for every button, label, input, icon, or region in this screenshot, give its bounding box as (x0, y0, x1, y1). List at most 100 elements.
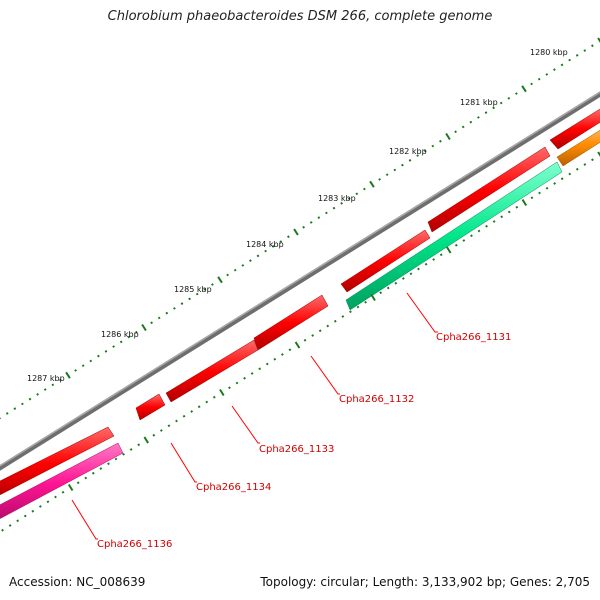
tick-label-1285: 1285 kbp (174, 285, 212, 294)
outer-minor-tick (195, 292, 199, 296)
leader-1133 (231, 405, 260, 444)
inner-minor-tick (538, 191, 541, 195)
outer-minor-tick (575, 53, 579, 57)
outer-minor-tick (173, 307, 176, 310)
reverse-strand (0, 124, 600, 524)
inner-minor-tick (454, 243, 458, 247)
outer-minor-tick (530, 82, 533, 86)
outer-minor-tick (340, 201, 343, 205)
inner-major-tick (219, 388, 225, 397)
inner-minor-tick (152, 433, 156, 437)
gene-label-1132[interactable]: Cpha266_1132 (339, 394, 414, 405)
gene-block-1134[interactable] (135, 393, 166, 421)
inner-major-tick (67, 483, 74, 492)
gene-block-1282[interactable] (427, 146, 551, 233)
inner-minor-tick (326, 324, 330, 328)
outer-tick-ring (0, 37, 600, 420)
leader-1132 (310, 355, 340, 395)
gene-block-1133[interactable] (165, 339, 259, 403)
outer-minor-tick (401, 163, 404, 167)
outer-minor-tick (537, 77, 541, 81)
gene-label-1136[interactable]: Cpha266_1136 (97, 539, 172, 550)
outer-minor-tick (13, 407, 17, 411)
gene-block-orange[interactable] (556, 124, 600, 167)
gene-label-1134[interactable]: Cpha266_1134 (196, 482, 271, 493)
inner-minor-tick (462, 239, 466, 242)
inner-minor-tick (107, 462, 110, 466)
outer-major-tick (293, 228, 299, 236)
outer-minor-tick (385, 173, 389, 177)
outer-minor-tick (97, 354, 100, 358)
tick-label-1281: 1281 kbp (460, 98, 498, 107)
outer-minor-tick (249, 259, 252, 263)
inner-minor-tick (273, 357, 277, 361)
inner-minor-tick (349, 310, 352, 314)
outer-minor-tick (104, 349, 108, 353)
outer-minor-tick (233, 268, 237, 272)
inner-minor-tick (205, 400, 209, 404)
inner-minor-tick (568, 172, 572, 176)
gene-label-1133[interactable]: Cpha266_1133 (259, 444, 334, 455)
inner-minor-tick (303, 338, 307, 342)
inner-minor-tick (212, 395, 216, 399)
gene-block-top-right[interactable] (549, 108, 600, 150)
inner-minor-tick (341, 315, 345, 318)
inner-minor-tick (228, 386, 231, 390)
outer-minor-tick (51, 383, 55, 387)
inner-minor-tick (280, 353, 284, 356)
tick-label-1286: 1286 kbp (101, 330, 139, 339)
outer-major-tick (65, 371, 71, 379)
outer-minor-tick (264, 249, 267, 253)
outer-minor-tick (302, 225, 305, 229)
outer-minor-tick (256, 254, 260, 258)
tick-label-1287: 1287 kbp (27, 374, 65, 383)
inner-minor-tick (38, 505, 42, 508)
outer-minor-tick (28, 397, 32, 401)
gene-label-1131[interactable]: Cpha266_1131 (436, 332, 511, 343)
outer-minor-tick (135, 330, 138, 334)
inner-minor-tick (500, 215, 504, 219)
tick-label-1280: 1280 kbp (530, 48, 568, 57)
outer-minor-tick (553, 68, 556, 72)
outer-minor-tick (43, 388, 47, 391)
gene-block-1131[interactable] (345, 161, 563, 311)
outer-minor-tick (477, 116, 480, 119)
outer-major-tick (597, 37, 600, 43)
inner-minor-tick (364, 300, 367, 304)
outer-minor-tick (157, 316, 161, 320)
inner-minor-tick (99, 467, 103, 470)
outer-minor-tick (484, 111, 488, 115)
inner-minor-tick (137, 443, 141, 447)
inner-minor-tick (333, 319, 337, 323)
inner-minor-tick (530, 196, 534, 200)
outer-minor-tick (408, 158, 412, 162)
inner-minor-tick (432, 258, 436, 261)
inner-minor-tick (23, 514, 27, 518)
outer-minor-tick (568, 58, 571, 62)
gene-block-left[interactable] (0, 426, 115, 500)
inner-minor-tick (394, 281, 398, 285)
inner-minor-tick (197, 405, 201, 409)
outer-minor-tick (59, 378, 62, 382)
outer-minor-tick (393, 168, 397, 172)
inner-minor-tick (250, 372, 254, 375)
outer-minor-tick (431, 144, 435, 148)
outer-minor-tick (325, 211, 328, 215)
inner-minor-tick (54, 495, 57, 499)
inner-minor-tick (175, 419, 178, 423)
gene-block-1283[interactable] (340, 229, 431, 293)
inner-minor-tick (553, 182, 557, 185)
outer-minor-tick (165, 311, 169, 315)
genome-backbone (0, 91, 600, 471)
inner-minor-tick (84, 476, 88, 480)
inner-minor-tick (515, 205, 519, 209)
outer-minor-tick (21, 402, 24, 406)
outer-minor-tick (279, 240, 283, 243)
outer-minor-tick (74, 369, 77, 372)
outer-minor-tick (150, 321, 153, 325)
inner-minor-tick (575, 167, 579, 171)
inner-minor-tick (492, 220, 496, 223)
gene-block-1136[interactable] (0, 442, 124, 524)
inner-minor-tick (470, 234, 473, 238)
inner-minor-tick (114, 457, 118, 461)
